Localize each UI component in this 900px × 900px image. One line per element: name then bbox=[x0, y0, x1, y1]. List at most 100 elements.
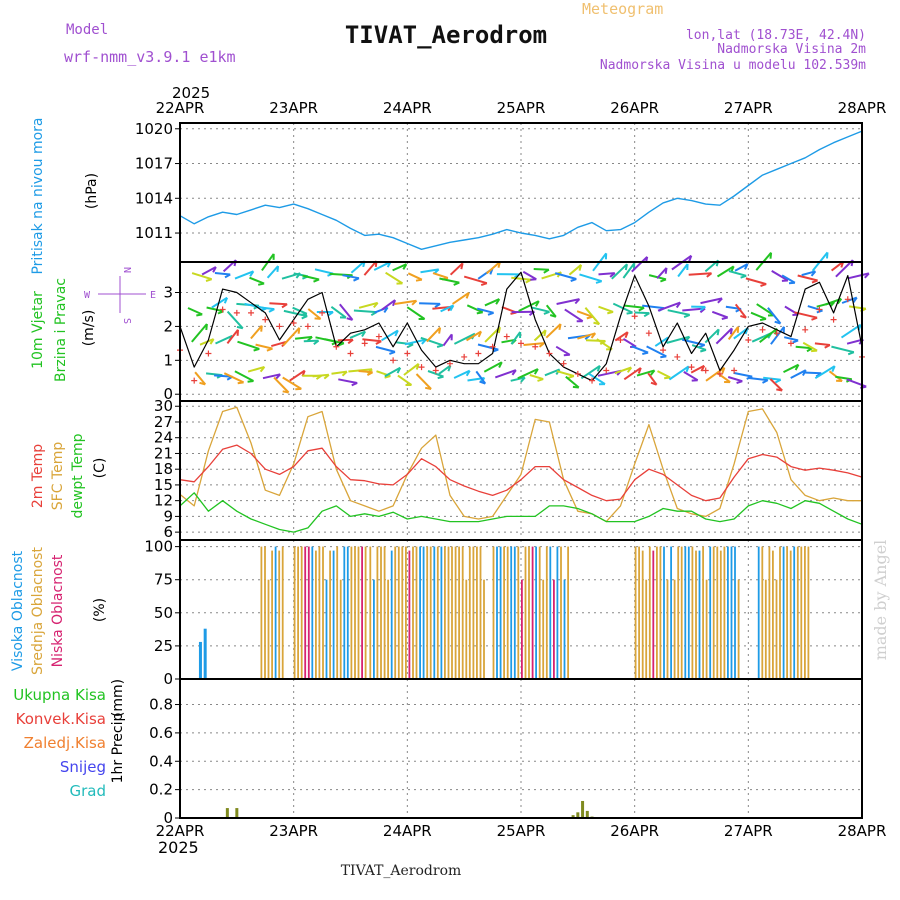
wind-barb bbox=[237, 340, 260, 350]
wind-barb-head bbox=[346, 317, 353, 321]
cloud-bar bbox=[535, 546, 537, 679]
cloud-bar bbox=[422, 546, 425, 679]
wind-barb-head bbox=[852, 296, 858, 303]
wind-barb-head bbox=[543, 329, 547, 337]
wind-barb bbox=[614, 366, 632, 375]
cloud-bar bbox=[383, 546, 386, 679]
wind-barb bbox=[529, 374, 544, 381]
wind-barb-head bbox=[205, 278, 213, 282]
cloud-bar bbox=[350, 546, 353, 679]
wind-barb-head bbox=[415, 278, 423, 282]
cloud-bar bbox=[549, 546, 552, 679]
wind-barb-head bbox=[389, 350, 396, 355]
wind-barb-head bbox=[268, 308, 275, 313]
wind-barb-head bbox=[574, 298, 581, 305]
elevation-label: Nadmorska Visina 2m bbox=[717, 42, 866, 57]
cloud-bar bbox=[496, 546, 498, 679]
wind-speed-line bbox=[179, 271, 863, 382]
wind-barb bbox=[381, 299, 396, 311]
temperature-y-tick-label: 6 bbox=[163, 523, 173, 541]
cloud-bar bbox=[339, 579, 342, 679]
wind-barb-head bbox=[384, 375, 391, 379]
cloud-bar bbox=[281, 546, 284, 679]
wind-barb-head bbox=[477, 331, 483, 338]
wind-barb bbox=[465, 330, 482, 342]
wind-barb-head bbox=[543, 310, 550, 315]
wind-barb-head bbox=[675, 302, 682, 309]
wind-barb bbox=[576, 310, 593, 318]
wind-barb bbox=[350, 260, 366, 274]
cloud-bar bbox=[354, 546, 356, 679]
cloud-bar bbox=[297, 546, 299, 679]
wind-barb bbox=[691, 344, 707, 351]
cloud-bar bbox=[440, 546, 443, 679]
cloud-bar bbox=[380, 546, 382, 679]
precip-y-tick-label: 0.2 bbox=[149, 781, 173, 799]
wind-barb bbox=[522, 270, 537, 281]
wind-barb bbox=[331, 370, 348, 375]
wind-barb bbox=[282, 327, 301, 346]
wind-barb-head bbox=[721, 367, 726, 374]
wind-barb-head bbox=[650, 381, 657, 386]
cloud-bar bbox=[454, 546, 457, 679]
cloud-bar bbox=[528, 546, 530, 679]
wind-barb bbox=[756, 303, 775, 317]
wind-barb-head bbox=[760, 283, 767, 287]
wind-barb-head bbox=[460, 263, 464, 270]
wind-barb-head bbox=[593, 321, 600, 326]
wind-barb bbox=[568, 264, 582, 276]
wind-barb bbox=[631, 256, 648, 273]
wind-barb-head bbox=[425, 386, 432, 390]
model-label: Model bbox=[66, 22, 108, 38]
wind-barb-head bbox=[212, 266, 217, 273]
wind-gust-marker bbox=[475, 350, 482, 357]
wind-gust-marker bbox=[219, 306, 226, 313]
wind-barb bbox=[294, 335, 313, 340]
cloud-bar bbox=[300, 546, 303, 679]
wind-barb bbox=[623, 304, 645, 309]
cloud-bar bbox=[405, 546, 407, 679]
wind-barb bbox=[598, 305, 614, 313]
cloud-bar bbox=[506, 546, 509, 679]
wind-barb-head bbox=[572, 385, 579, 389]
wind-gust-marker bbox=[461, 353, 468, 360]
wind-barb bbox=[545, 323, 562, 339]
wind-barb-head bbox=[257, 282, 265, 286]
cloud-bar bbox=[447, 546, 450, 679]
wind-barb-head bbox=[706, 272, 713, 278]
top-x-tick-27APR: 27APR bbox=[724, 99, 773, 117]
lonlat-label: lon,lat (18.73E, 42.4N) bbox=[686, 28, 866, 43]
cloud-bar bbox=[800, 546, 803, 679]
cloud-bar bbox=[394, 546, 397, 679]
wind-barb-head bbox=[394, 330, 399, 337]
wind-barb bbox=[440, 304, 454, 313]
cloud-bar bbox=[638, 546, 640, 679]
cloud-bar bbox=[796, 546, 799, 679]
cloud-bar bbox=[503, 546, 505, 679]
temperature-y-tick-label: 27 bbox=[154, 413, 173, 431]
wind-barb bbox=[234, 270, 254, 280]
wind-gust-marker bbox=[574, 370, 581, 377]
wind-barb-head bbox=[567, 375, 575, 379]
precip-grid bbox=[180, 679, 862, 819]
wind-barb bbox=[442, 333, 453, 347]
cloud-bar bbox=[768, 546, 771, 679]
wind-barb-head bbox=[266, 347, 273, 352]
wind-barb bbox=[381, 329, 399, 342]
wind-barb-head bbox=[664, 267, 668, 274]
wind-barb-head bbox=[275, 373, 281, 380]
cloud-bar bbox=[415, 546, 418, 679]
precip-y-tick-label: 0.4 bbox=[149, 752, 173, 770]
wind-gust-marker bbox=[674, 353, 681, 360]
cloud-bar bbox=[373, 579, 375, 679]
wind-barb-head bbox=[624, 264, 628, 271]
wind-barb-head bbox=[643, 312, 650, 318]
wind-barb-head bbox=[596, 365, 601, 372]
wind-barb-head bbox=[811, 316, 818, 321]
wind-barb-head bbox=[609, 272, 616, 278]
cloud-bar bbox=[648, 546, 651, 679]
cloud-bar bbox=[293, 546, 296, 679]
wind-gust-marker bbox=[631, 313, 638, 320]
wind-barb-head bbox=[436, 344, 444, 348]
wind-barb-head bbox=[558, 323, 562, 331]
